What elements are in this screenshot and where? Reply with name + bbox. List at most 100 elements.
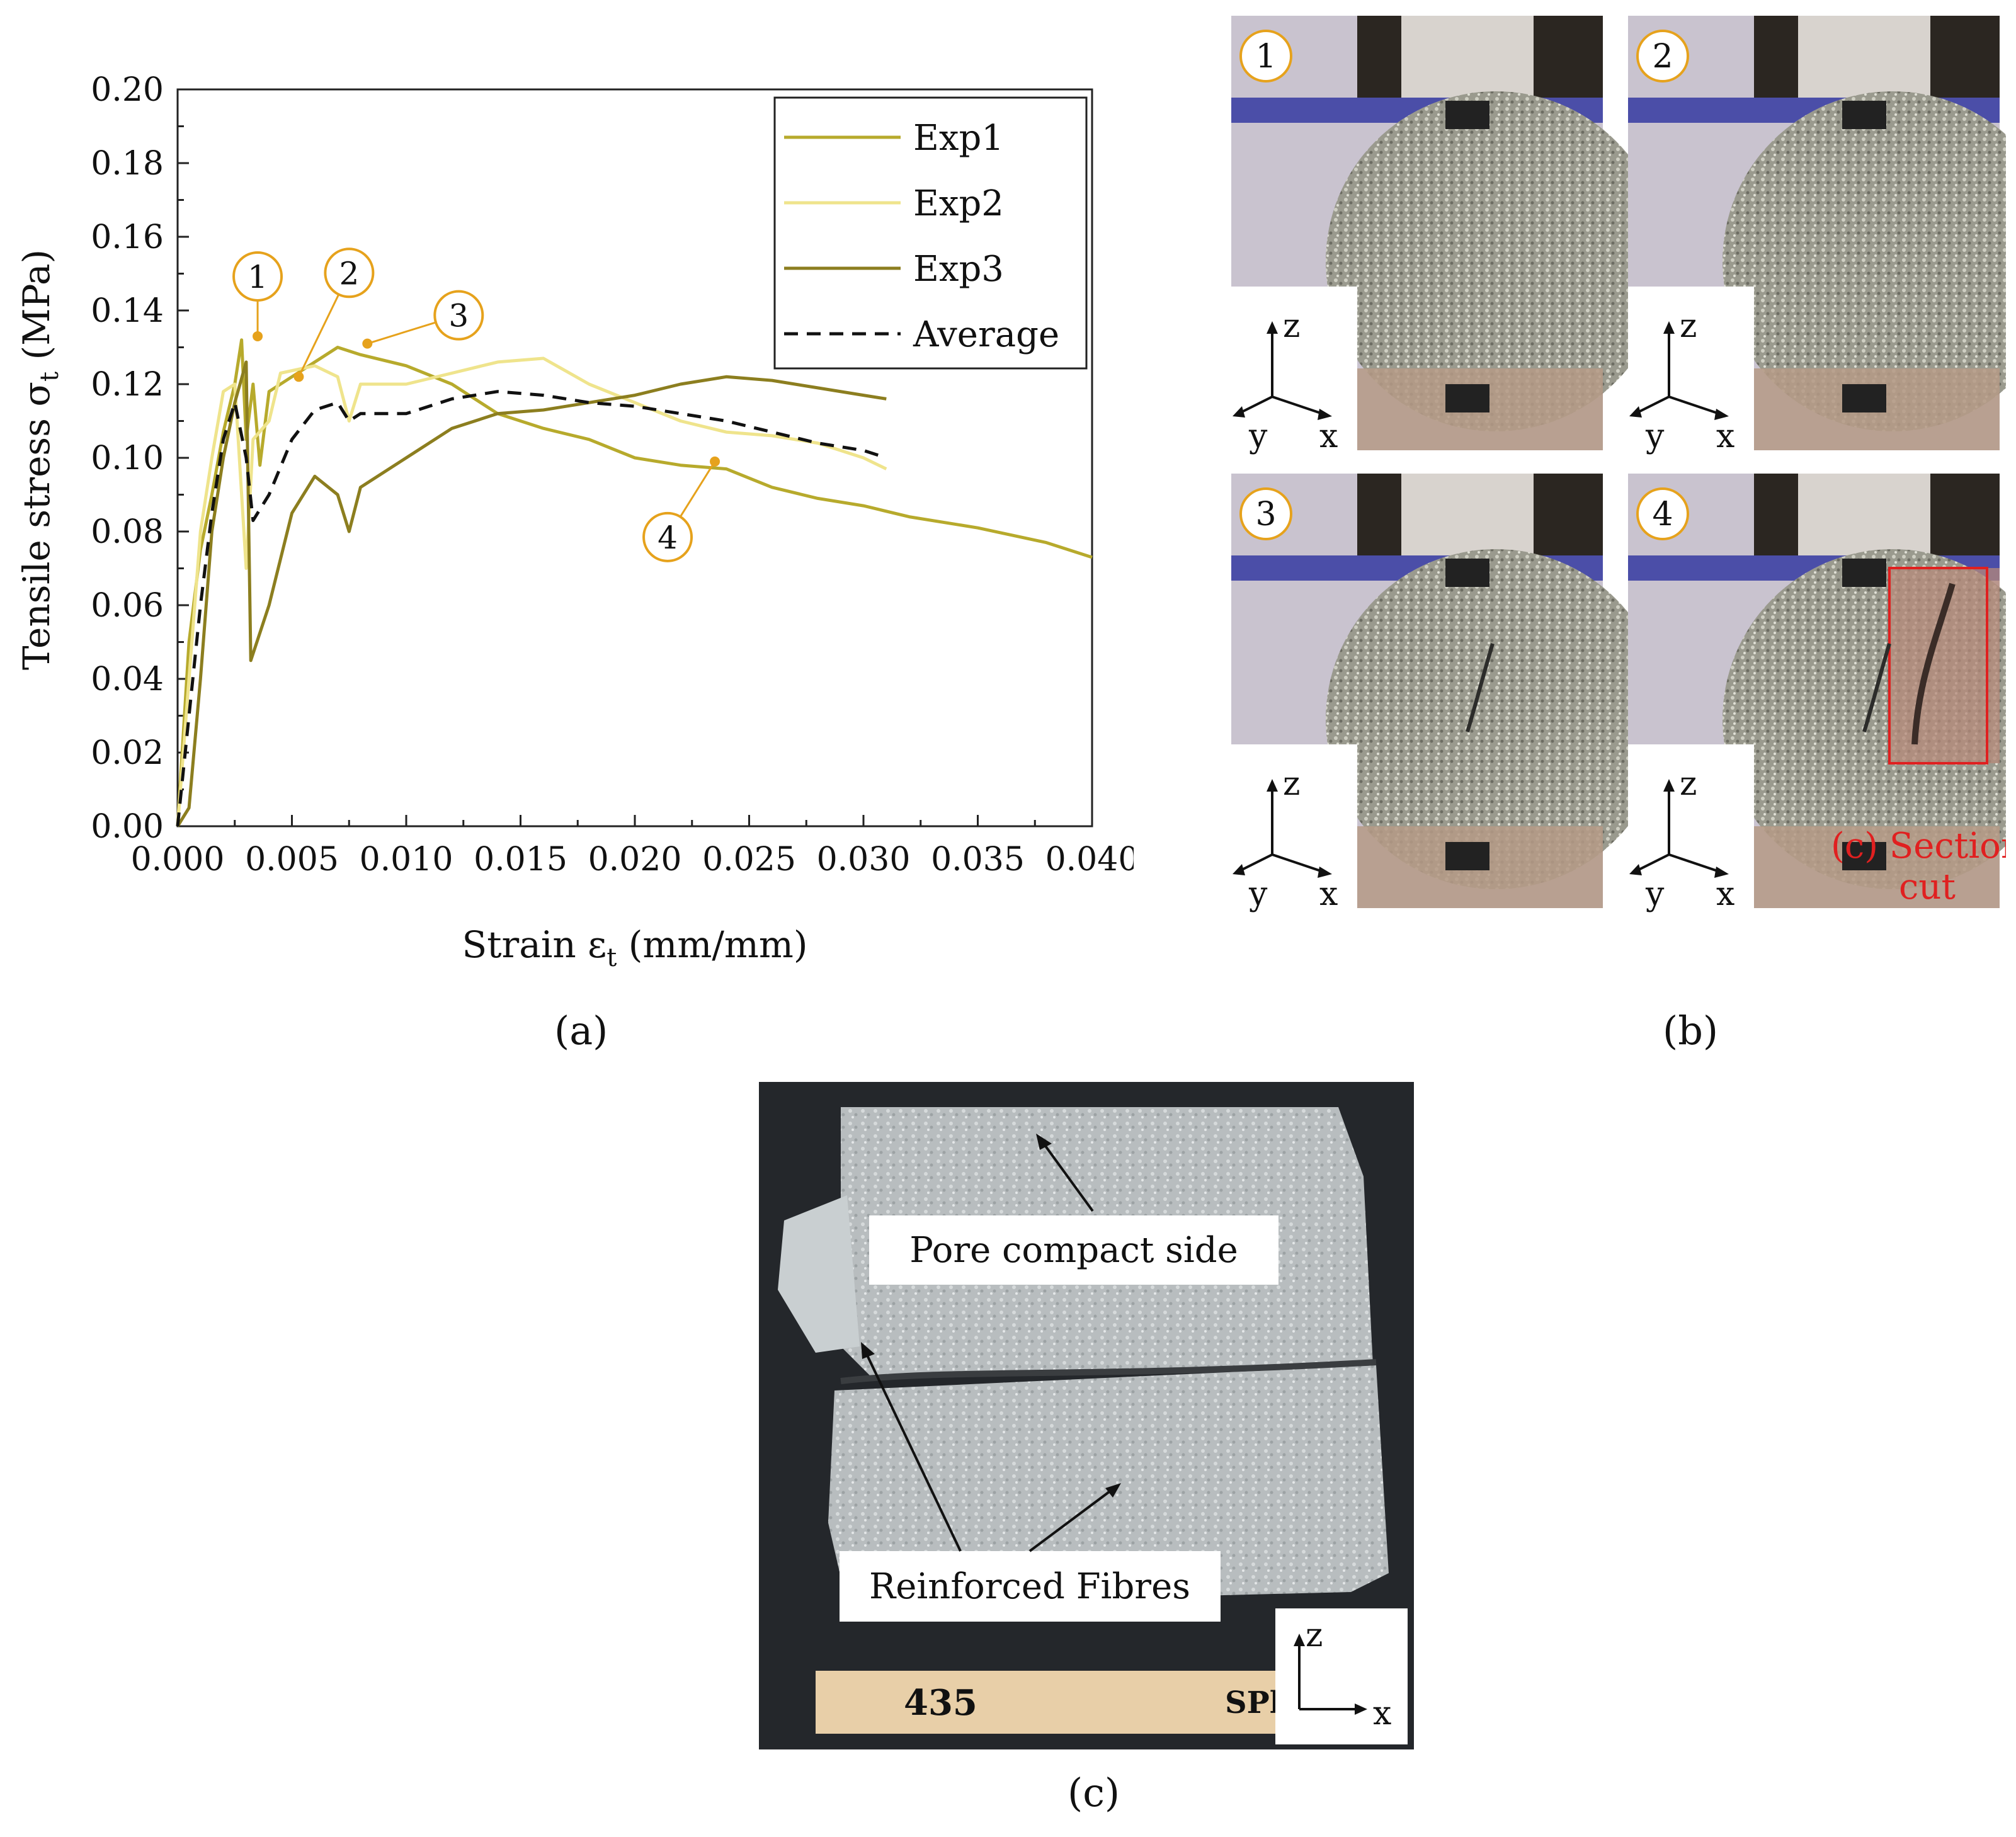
fibres-label-box — [840, 1551, 1221, 1622]
y-tick-label: 0.10 — [91, 440, 164, 477]
x-tick-label: 0.030 — [817, 841, 911, 879]
axis-x-arrowhead — [1318, 409, 1332, 420]
top-bearing — [1842, 101, 1886, 129]
crack-hint — [1862, 643, 1891, 732]
x-tick-label: 0.000 — [131, 841, 225, 879]
section-highlight — [1889, 568, 2000, 763]
y-tick-label: 0.14 — [91, 292, 164, 330]
axis-y-line — [1637, 853, 1670, 872]
test-frame-2: z y x 2 — [1628, 16, 2006, 455]
axis-x-line — [1272, 853, 1323, 873]
test-frame-3: z y x 3 — [1231, 474, 1666, 913]
axis-box — [1628, 287, 1754, 450]
axis-z-arrowhead — [1663, 321, 1675, 334]
axis-y-line — [1240, 395, 1273, 414]
x-tick-label: 0.035 — [931, 841, 1025, 879]
frame-number-circle — [1239, 487, 1292, 540]
series-line-exp3 — [176, 360, 887, 828]
y-tick-label: 0.04 — [91, 661, 164, 698]
callout-point-4 — [710, 456, 720, 467]
loading-plate — [1401, 16, 1534, 98]
axis-x-line — [1272, 395, 1323, 415]
callout-point-2 — [293, 372, 304, 382]
pore-arrow — [1041, 1140, 1094, 1212]
axis-y-label: y — [1645, 875, 1665, 913]
y-tick-label: 0.08 — [91, 513, 164, 551]
axis-z-label: z — [1283, 765, 1300, 803]
axis-ticks: 0.000 0.005 0.010 0.015 0.020 0.025 0.030 0.035… — [91, 71, 1134, 879]
section-cut-box — [1888, 567, 1988, 765]
pore-arrowhead — [1036, 1134, 1052, 1150]
axis-box — [1231, 287, 1357, 450]
x-tick-label: 0.010 — [360, 841, 453, 879]
axis-x-line — [1668, 853, 1720, 873]
y-tick-label: 0.02 — [91, 734, 164, 772]
y-tick-label: 0.20 — [91, 71, 164, 109]
frayed-edge — [778, 1195, 860, 1353]
stress-strain-chart: 0.000 0.005 0.010 0.015 0.020 0.025 0.030 0.035… — [15, 71, 1134, 972]
axis-x-label: x — [1716, 875, 1734, 913]
frame-number: 1 — [1255, 38, 1276, 76]
axis-x-label: x — [1319, 418, 1338, 455]
section-photo: 435 SPl Pore compact side Reinforced Fib… — [759, 1082, 1414, 1749]
y-tick-label: 0.18 — [91, 145, 164, 183]
callout-circle-2 — [324, 247, 375, 299]
axis-box — [1231, 744, 1357, 908]
caption-c: (c) — [1068, 1770, 1120, 1816]
section-label-2: cut — [1899, 867, 1956, 907]
axis-box — [1628, 744, 1754, 908]
axis-x-line — [1668, 395, 1720, 415]
legend-label-average: Average — [913, 314, 1059, 355]
pore-label-box — [869, 1215, 1279, 1285]
section-label-1: (c) Section — [1831, 826, 2006, 867]
frame-number-circle — [1636, 487, 1689, 540]
axis-y-arrowhead — [1629, 864, 1642, 875]
axis-x-arrowhead — [1714, 409, 1729, 420]
fracture-line — [840, 1359, 1377, 1384]
ruler-label-1: 435 — [904, 1682, 977, 1724]
top-bearing — [1445, 101, 1489, 129]
axis-z-label: z — [1680, 307, 1697, 345]
axis-z-label: z — [1306, 1617, 1323, 1654]
specimen-disc — [1326, 91, 1666, 431]
callout-point-1 — [253, 331, 263, 341]
top-bearing — [1842, 559, 1886, 587]
test-frame-1: z y x 1 — [1231, 16, 1666, 455]
annotation-layer: 1 2 3 4 — [232, 247, 720, 562]
axis-z-arrowhead — [1294, 1634, 1305, 1646]
bottom-bearing — [1842, 842, 1886, 870]
axis-y-line — [1637, 395, 1670, 414]
callout-circle-3 — [433, 290, 484, 341]
axis-z-arrowhead — [1267, 779, 1278, 792]
series-line-exp2 — [176, 356, 887, 827]
loading-plate — [1798, 474, 1930, 555]
x-tick-label: 0.040 — [1045, 841, 1134, 879]
axis-y-arrowhead — [1233, 406, 1245, 418]
loading-plate — [1798, 16, 1930, 98]
axis-x-arrowhead — [1714, 867, 1729, 878]
legend: Exp1 Exp2 Exp3 Average — [773, 96, 1088, 370]
callout-number-3: 3 — [448, 298, 469, 334]
frame-number: 2 — [1652, 38, 1673, 76]
axis-z-label: z — [1283, 307, 1300, 345]
axis-y-label: y — [1248, 875, 1268, 913]
crack-hint — [1466, 643, 1495, 732]
callout-point-3 — [362, 338, 373, 349]
x-tick-label: 0.005 — [245, 841, 339, 879]
axis-z-arrowhead — [1663, 779, 1675, 792]
bottom-bearing — [1445, 384, 1489, 412]
y-axis-label: Tensile stress σt (MPa) — [15, 249, 64, 670]
callout-number-1: 1 — [248, 259, 268, 295]
bottom-bearing — [1445, 842, 1489, 870]
x-tick-label: 0.020 — [588, 841, 682, 879]
axis-z-label: z — [1680, 765, 1697, 803]
fibres-arrow-1 — [865, 1352, 962, 1552]
series-line-exp1 — [176, 338, 1093, 827]
top-bearing — [1445, 559, 1489, 587]
callout-number-2: 2 — [339, 255, 359, 292]
reinforced-fibres-label: Reinforced Fibres — [869, 1566, 1190, 1607]
fibres-arrowhead-2 — [1105, 1483, 1121, 1498]
y-tick-label: 0.12 — [91, 366, 164, 404]
legend-label-exp1: Exp1 — [913, 118, 1004, 159]
